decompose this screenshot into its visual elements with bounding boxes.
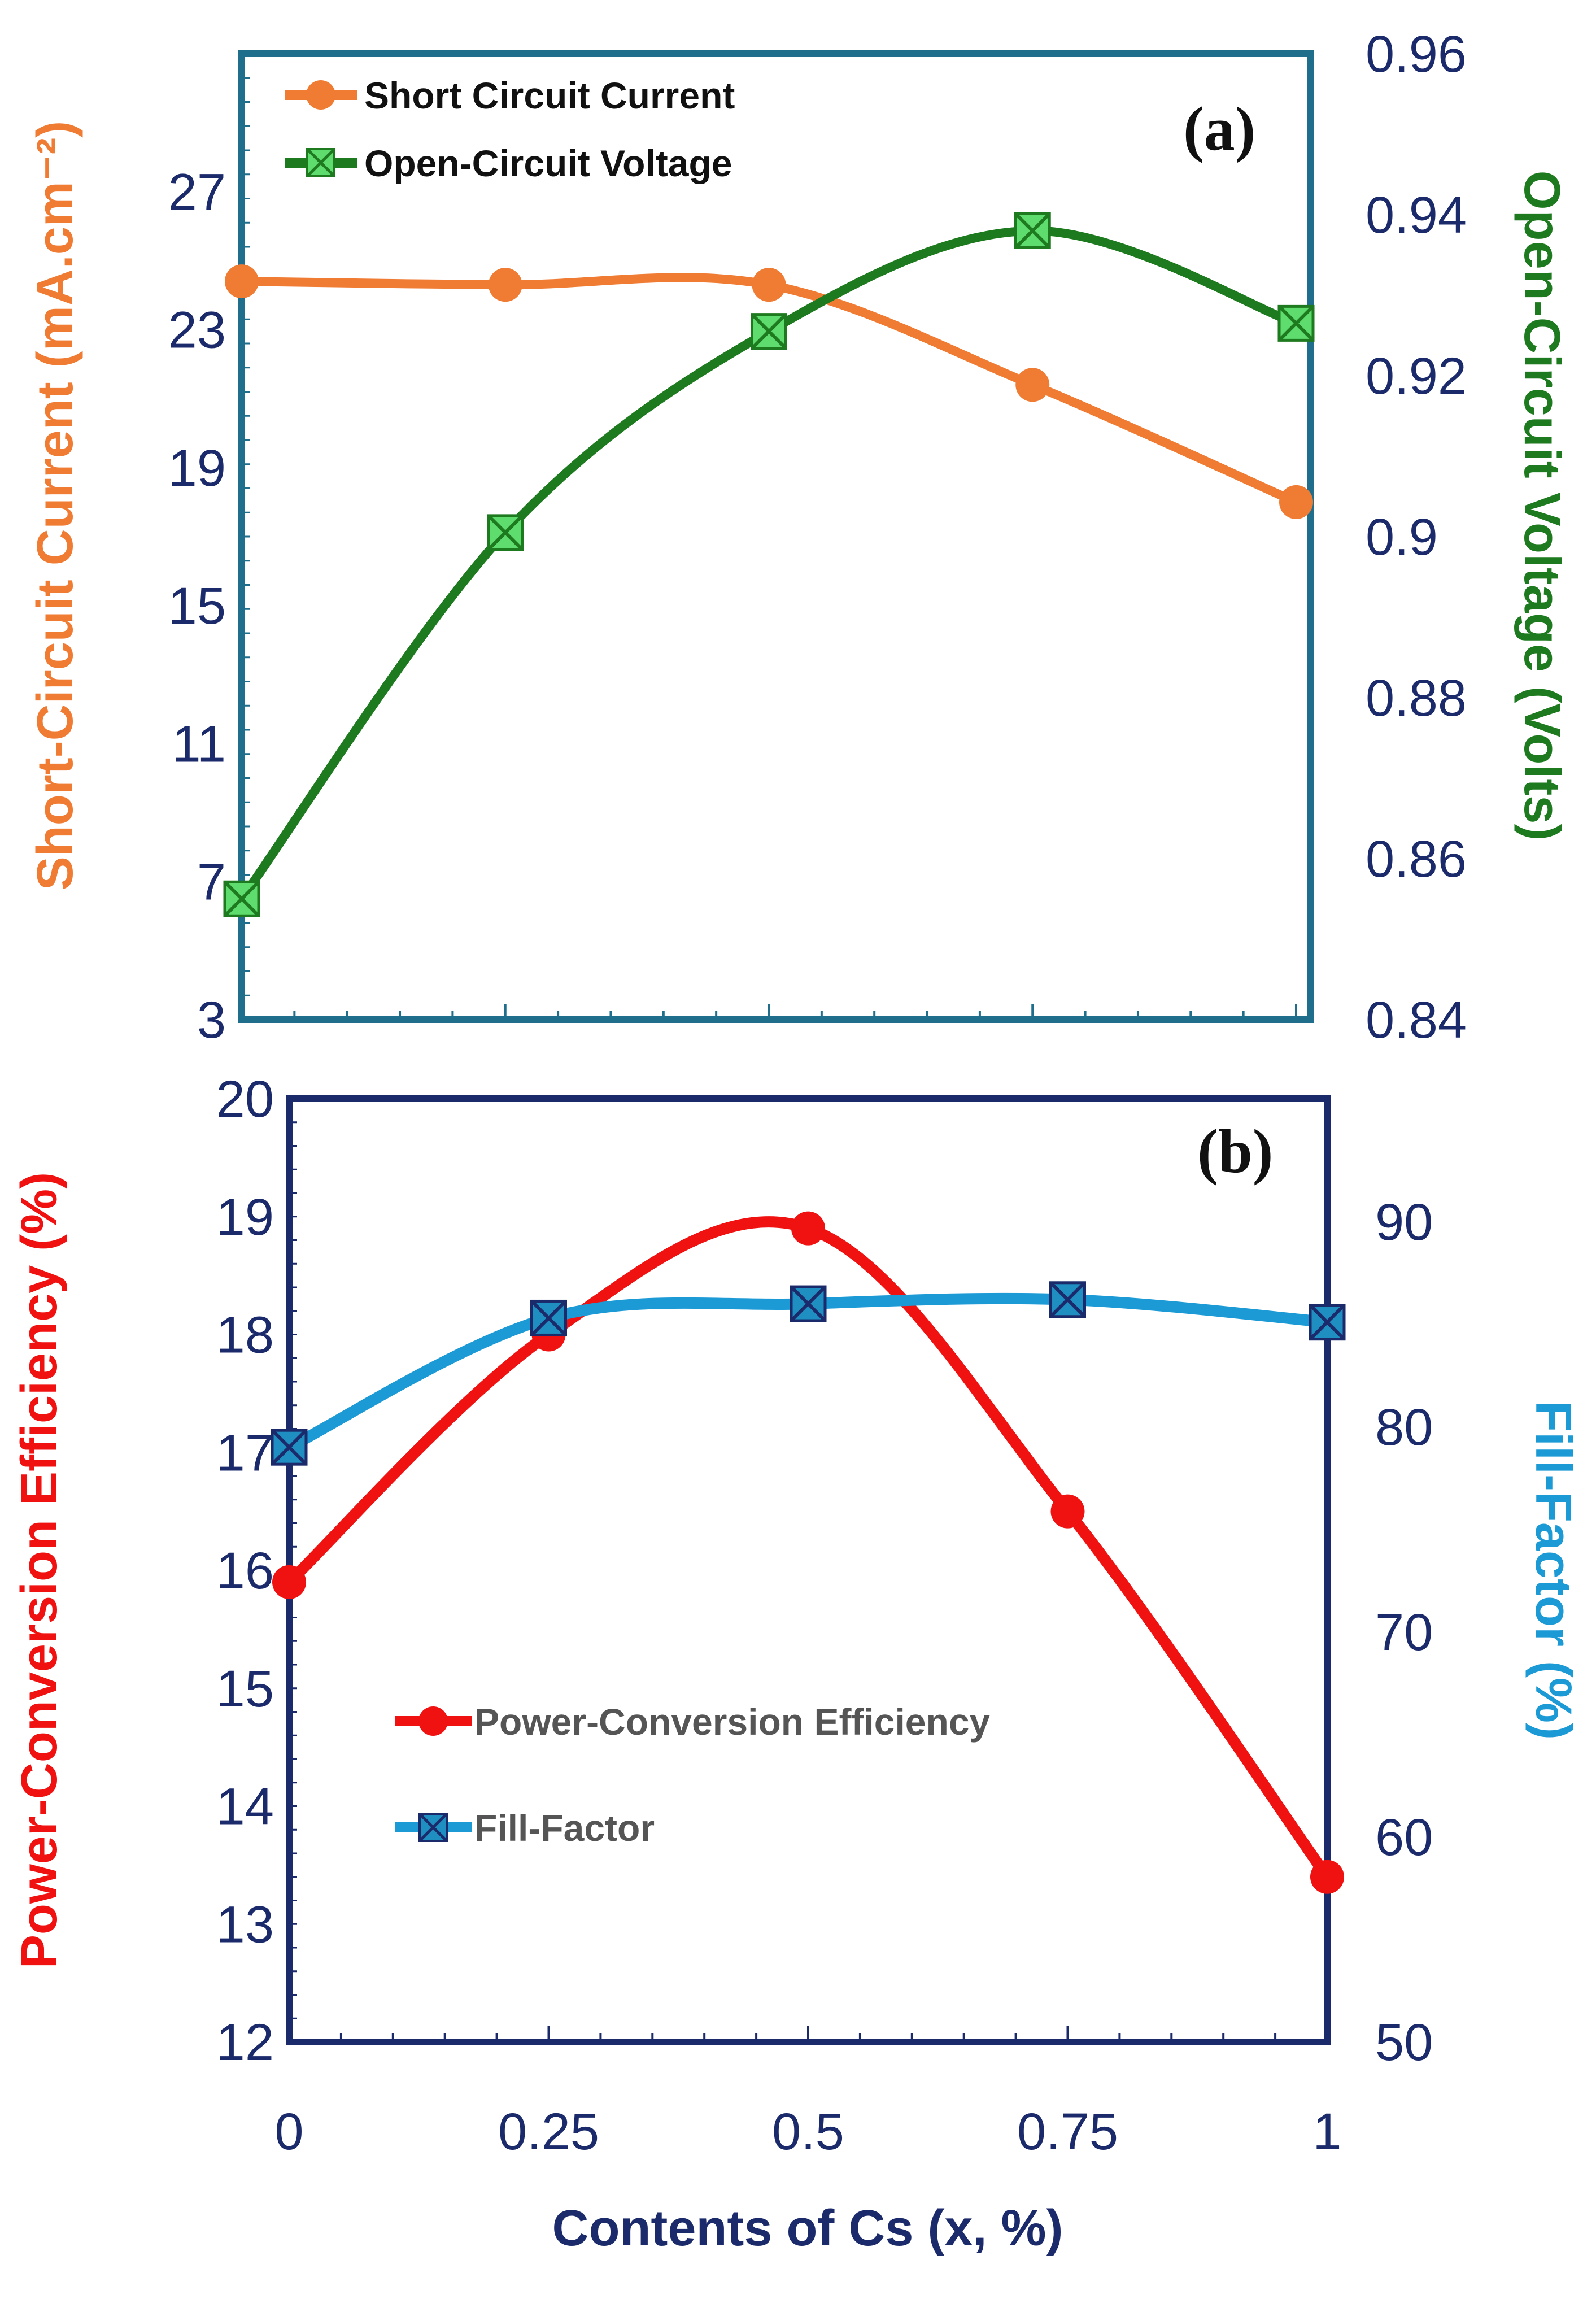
left-tick-label: 14 [216,1778,274,1836]
panel-b-left-axis-title: Power-Conversion Efficiency (%) [11,1172,68,1969]
x-tick-label: 0 [274,2103,303,2161]
left-tick-label: 23 [168,302,226,359]
data-point [1279,485,1313,519]
data-point [752,268,786,302]
x-tick-label: 0.5 [772,2103,844,2161]
left-tick-label: 3 [197,991,226,1049]
left-tick-label: 15 [168,577,226,635]
panel-a-minor-ticks [241,53,1297,1021]
x-tick-label: 0.25 [498,2103,599,2161]
right-tick-label: 0.86 [1366,830,1467,888]
data-point [488,268,522,302]
left-tick-label: 13 [216,1896,274,1953]
right-tick-label: 0.9 [1366,508,1438,566]
data-point [1014,212,1051,249]
panel-a-left-axis-title: Short-Circuit Current (mA.cm⁻²) [27,121,84,891]
panel-a-legend: Short Circuit Current Open-Circuit Volta… [285,75,735,184]
legend-ff-label: Fill-Factor [474,1807,655,1849]
data-point [1015,368,1050,402]
series-line-short-circuit-current [237,273,1301,507]
data-point [225,264,259,299]
right-tick-label: 0.96 [1366,25,1467,83]
left-tick-label: 7 [197,854,226,911]
panel-a-plot-frame [238,50,1314,1023]
data-point [1309,1304,1346,1341]
legend-isc-marker [306,80,335,110]
right-tick-label: 0.92 [1366,347,1467,405]
right-tick-label: 0.88 [1366,669,1467,727]
x-tick-label: 0.75 [1017,2103,1118,2161]
left-tick-label: 27 [168,163,226,221]
right-tick-label: 70 [1375,1604,1433,1661]
right-tick-label: 80 [1375,1399,1433,1456]
data-point [272,1565,306,1599]
panel-a-right-axis-title: Open-Circuit Voltage (Volts) [1514,171,1570,841]
left-tick-label: 20 [216,1070,274,1128]
legend-ff-marker [418,1813,448,1842]
panel-b-label: (b) [1197,1117,1273,1186]
panel-b-series-markers [271,1211,1346,1894]
data-point [530,1299,567,1336]
left-tick-label: 15 [216,1660,274,1718]
data-point [790,1285,827,1322]
panel-b-legend: Power-Conversion Efficiency Fill-Factor [395,1701,991,1849]
data-point [223,880,260,917]
panel-b-left-tick-labels: 12 13 14 15 16 17 18 19 20 [216,1070,274,2071]
x-tick-label: 1 [1312,2103,1341,2161]
left-tick-label: 19 [168,439,226,497]
legend-pce-marker [418,1706,448,1736]
panel-b-right-axis-title: Fill-Factor (%) [1525,1401,1581,1740]
data-point [1050,1494,1085,1529]
panel-b-x-tick-labels: 0 0.25 0.5 0.75 1 [274,2103,1341,2161]
data-point [1310,1860,1344,1894]
data-point [1049,1281,1086,1318]
left-tick-label: 18 [216,1307,274,1364]
left-tick-label: 16 [216,1542,274,1600]
left-tick-label: 19 [216,1188,274,1246]
left-tick-label: 12 [216,2014,274,2071]
right-tick-label: 90 [1375,1194,1433,1251]
legend-voc-marker [306,148,335,177]
right-tick-label: 60 [1375,1809,1433,1866]
series-line-open-circuit-voltage [237,226,1301,904]
left-tick-label: 11 [172,715,226,773]
panel-a-right-tick-labels: 0.84 0.86 0.88 0.9 0.92 0.94 0.96 [1366,25,1467,1049]
data-point [791,1211,825,1246]
data-point [271,1429,308,1466]
panel-b: 12 13 14 15 16 17 18 19 20 50 60 70 80 90 0 0.25 0.5 0.… [11,1070,1581,2257]
data-point [751,313,787,350]
panel-a-left-tick-labels: 3 7 11 15 19 23 27 [168,163,226,1049]
left-tick-label: 17 [216,1424,274,1482]
x-axis-title: Contents of Cs (x, %) [552,2200,1063,2257]
data-point [487,514,524,551]
legend-voc-label: Open-Circuit Voltage [364,142,732,184]
panel-b-right-tick-labels: 50 60 70 80 90 [1375,1194,1433,2071]
legend-isc-label: Short Circuit Current [364,75,735,116]
right-tick-label: 0.84 [1366,991,1467,1049]
panel-a-series-markers [223,212,1315,917]
right-tick-label: 50 [1375,2014,1433,2071]
data-point [1277,304,1315,342]
series-line-power-conversion-efficiency [284,1216,1333,1883]
panel-a: 3 7 11 15 19 23 27 0.84 0.86 0.88 0.9 0.92 0.94 0.96… [27,25,1570,1049]
legend-pce-label: Power-Conversion Efficiency [474,1701,991,1743]
panel-a-label: (a) [1183,94,1255,163]
right-tick-label: 0.94 [1366,186,1467,244]
